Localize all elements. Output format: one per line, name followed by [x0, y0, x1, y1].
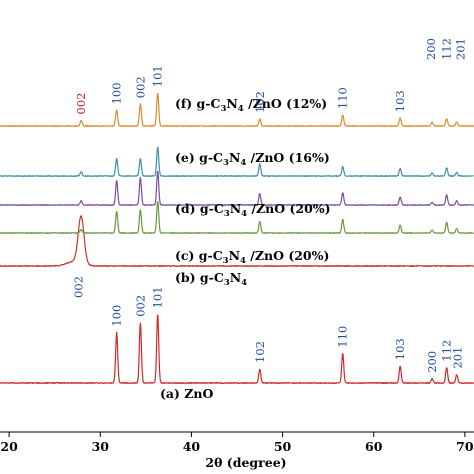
x-tick-label-70: 70	[456, 439, 474, 454]
peak-label-f12-9: 201	[453, 38, 467, 60]
curves-layer	[0, 92, 474, 385]
x-tick-label-20: 20	[0, 439, 18, 454]
series-label-c20: (c) g-C3N4 /ZnO (20%)	[175, 248, 329, 266]
series-line-zno	[0, 314, 474, 385]
peak-label-zno-8: 201	[451, 347, 465, 369]
series-line-d20	[0, 170, 474, 206]
x-axis: 20 30 40 50 60 70	[0, 431, 474, 454]
x-tick-label-30: 30	[92, 439, 110, 454]
peak-label-gc3n4-0: 002	[71, 276, 85, 298]
x-tick-label-40: 40	[183, 439, 201, 454]
peak-label-f12-2: 002	[133, 76, 147, 98]
series-label-e16: (e) g-C3N4 /ZnO (16%)	[175, 150, 330, 168]
peak-label-f12-5: 110	[336, 87, 350, 109]
peak-label-zno-4: 110	[336, 326, 350, 348]
peak-label-f12-0: 002	[74, 93, 88, 115]
peak-label-zno-0: 100	[110, 305, 124, 327]
peak-label-f12-3: 101	[151, 65, 165, 87]
peak-label-zno-2: 101	[151, 286, 165, 308]
series-label-gc3n4: (b) g-C3N4	[175, 270, 247, 288]
peak-label-f12-6: 103	[393, 90, 407, 112]
peak-label-zno-7: 112	[440, 340, 454, 362]
peak-label-zno-3: 102	[253, 341, 267, 363]
peak-label-f12-1: 100	[110, 82, 124, 104]
series-line-e16	[0, 146, 474, 177]
peak-label-zno-6: 200	[425, 351, 439, 373]
x-tick-label-50: 50	[274, 439, 292, 454]
x-axis-title: 2θ (degree)	[205, 455, 286, 470]
series-label-d20: (d) g-C3N4 /ZnO (20%)	[175, 201, 331, 219]
series-line-c20	[0, 201, 474, 234]
peak-label-zno-5: 103	[393, 338, 407, 360]
series-label-zno: (a) ZnO	[160, 386, 213, 401]
peak-label-f12-4: 102	[253, 91, 267, 113]
series-label-f12: (f) g-C3N4 /ZnO (12%)	[175, 96, 327, 114]
x-tick-label-60: 60	[365, 439, 383, 454]
peak-label-f12-7: 200	[424, 38, 438, 60]
series-line-f12	[0, 92, 474, 127]
peak-label-zno-1: 002	[133, 295, 147, 317]
peak-label-f12-8: 112	[440, 38, 454, 60]
series-line-gc3n4	[0, 215, 474, 268]
